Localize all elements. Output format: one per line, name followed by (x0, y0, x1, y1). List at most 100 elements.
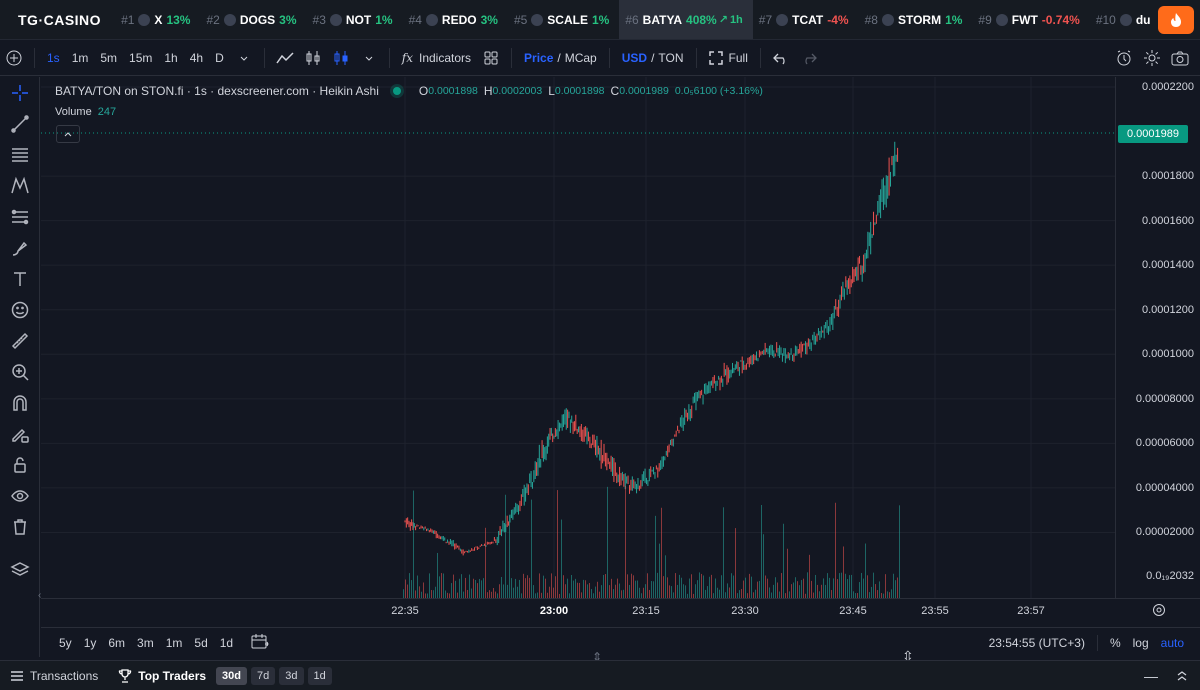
period-1d[interactable]: 1d (307, 666, 332, 685)
price-chart[interactable] (41, 77, 1115, 598)
interval-5m[interactable]: 5m (100, 50, 118, 65)
lock-drawing-tool[interactable] (0, 418, 40, 449)
ticker-item-not[interactable]: #3 NOT 1% (312, 12, 393, 27)
price-axis[interactable]: 0.0001989 0.0002200 0.0001800 0.0001600 0.0… (1115, 77, 1200, 598)
magnet-tool[interactable] (0, 387, 40, 418)
add-symbol-button[interactable] (0, 40, 28, 76)
chart-canvas[interactable] (41, 77, 1115, 598)
range-1y[interactable]: 1y (83, 635, 97, 650)
interval-4h[interactable]: 4h (189, 50, 204, 65)
line-chart-button[interactable] (271, 40, 299, 76)
range-3m[interactable]: 3m (137, 635, 154, 650)
settings-button[interactable] (1138, 40, 1166, 76)
log-scale-toggle[interactable]: log (1132, 636, 1149, 650)
lock-all-tool[interactable] (0, 449, 40, 480)
volume-bar (805, 593, 806, 598)
panel-resize-icon[interactable]: ⇳ (902, 648, 914, 664)
range-6m[interactable]: 6m (108, 635, 126, 650)
currency-toggle[interactable]: USD / TON (621, 50, 684, 65)
auto-scale-toggle[interactable]: auto (1160, 636, 1184, 650)
templates-button[interactable] (477, 40, 505, 76)
ton-option[interactable]: TON (658, 50, 684, 65)
trending-fire-button[interactable] (1158, 6, 1194, 34)
high-value: 0.0002003 (492, 85, 543, 97)
volume-bar (565, 584, 566, 598)
volume-bar (877, 590, 878, 598)
snapshot-button[interactable] (1166, 40, 1194, 76)
brush-tool[interactable] (0, 232, 40, 263)
chart-type-dropdown[interactable] (355, 40, 383, 76)
undo-button[interactable] (767, 40, 795, 76)
range-5y[interactable]: 5y (59, 635, 72, 650)
app-logo[interactable]: TG·CASINO (0, 12, 115, 28)
fib-tool[interactable] (0, 139, 40, 170)
sidebar-collapse-icon[interactable]: ‹ (38, 590, 42, 601)
ticker-item-scale[interactable]: #5 SCALE 1% (513, 12, 610, 27)
ticker-item-x[interactable]: #1 X 13% (121, 12, 191, 27)
pattern-tool[interactable] (0, 170, 40, 201)
measure-tool[interactable] (0, 325, 40, 356)
volume-bar (441, 573, 442, 598)
usd-option[interactable]: USD (621, 50, 648, 65)
ticker-item-storm[interactable]: #8 STORM 1% (864, 12, 963, 27)
heikin-ashi-button[interactable] (327, 40, 355, 76)
period-7d[interactable]: 7d (251, 666, 276, 685)
interval-D[interactable]: D (215, 50, 224, 65)
interval-15m[interactable]: 15m (129, 50, 153, 65)
redo-button[interactable] (795, 40, 823, 76)
volume-bar (641, 593, 642, 598)
alert-button[interactable] (1110, 40, 1138, 76)
visibility-tool[interactable] (0, 480, 40, 511)
interval-1m[interactable]: 1m (71, 50, 89, 65)
ticker-item-du[interactable]: #10 du (1095, 12, 1151, 27)
indicators-button[interactable]: fx Indicators (396, 40, 477, 76)
collapse-panel-icon[interactable] (1176, 668, 1188, 684)
candle-chart-button[interactable] (299, 40, 327, 76)
emoji-tool[interactable] (0, 294, 40, 325)
price-tick-label: 0.00002000 (1135, 526, 1194, 539)
volume-bar (477, 583, 478, 598)
minimize-icon[interactable]: — (1144, 668, 1158, 684)
ticker-item-tcat[interactable]: #7 TCAT -4% (758, 12, 849, 27)
tab-top-traders[interactable]: Top Traders (108, 669, 216, 683)
time-axis[interactable]: 22:35 23:00 23:15 23:30 23:45 23:55 23:57 (41, 598, 1200, 626)
volume-bar (629, 585, 630, 598)
volume-bar (769, 587, 770, 598)
range-5d[interactable]: 5d (194, 635, 208, 650)
period-3d[interactable]: 3d (279, 666, 304, 685)
volume-bar (599, 591, 600, 598)
interval-1h[interactable]: 1h (164, 50, 178, 65)
text-tool[interactable] (0, 263, 40, 294)
legend-collapse-button[interactable] (56, 125, 80, 143)
projection-tool[interactable] (0, 201, 40, 232)
trend-line-tool[interactable] (0, 108, 40, 139)
interval-1s[interactable]: 1s (47, 50, 60, 65)
axis-settings-button[interactable] (1152, 603, 1166, 620)
ticker-item-fwt[interactable]: #9 FWT -0.74% (978, 12, 1080, 27)
tab-transactions[interactable]: Transactions (0, 669, 108, 683)
volume-bar (547, 592, 548, 598)
crosshair-tool[interactable] (0, 77, 40, 108)
ticker-item-batya[interactable]: #6 BATYA 408% ↗ 1h (619, 0, 753, 39)
percent-scale-toggle[interactable]: % (1109, 636, 1121, 650)
volume-bar (521, 593, 522, 598)
volume-bar (649, 589, 650, 598)
volume-bar (763, 534, 764, 598)
price-mcap-toggle[interactable]: Price / MCap (524, 50, 597, 65)
ticker-item-redo[interactable]: #4 REDO 3% (408, 12, 498, 27)
clock-timezone[interactable]: 23:54:55 (UTC+3) (988, 636, 1085, 650)
mcap-option[interactable]: MCap (564, 50, 597, 65)
date-range-button[interactable] (251, 633, 269, 652)
ticker-item-dogs[interactable]: #2 DOGS 3% (206, 12, 297, 27)
price-option[interactable]: Price (524, 50, 554, 65)
zoom-tool[interactable] (0, 356, 40, 387)
object-tree-tool[interactable] (0, 554, 40, 585)
resize-handle-icon[interactable]: ⇕ (592, 650, 603, 664)
delete-tool[interactable] (0, 511, 40, 542)
interval-dropdown-button[interactable] (230, 40, 258, 76)
range-1m[interactable]: 1m (165, 635, 183, 650)
period-30d[interactable]: 30d (216, 666, 248, 685)
fullscreen-button[interactable]: Full (703, 40, 754, 76)
range-1d[interactable]: 1d (219, 635, 234, 650)
volume-bar (827, 573, 828, 598)
